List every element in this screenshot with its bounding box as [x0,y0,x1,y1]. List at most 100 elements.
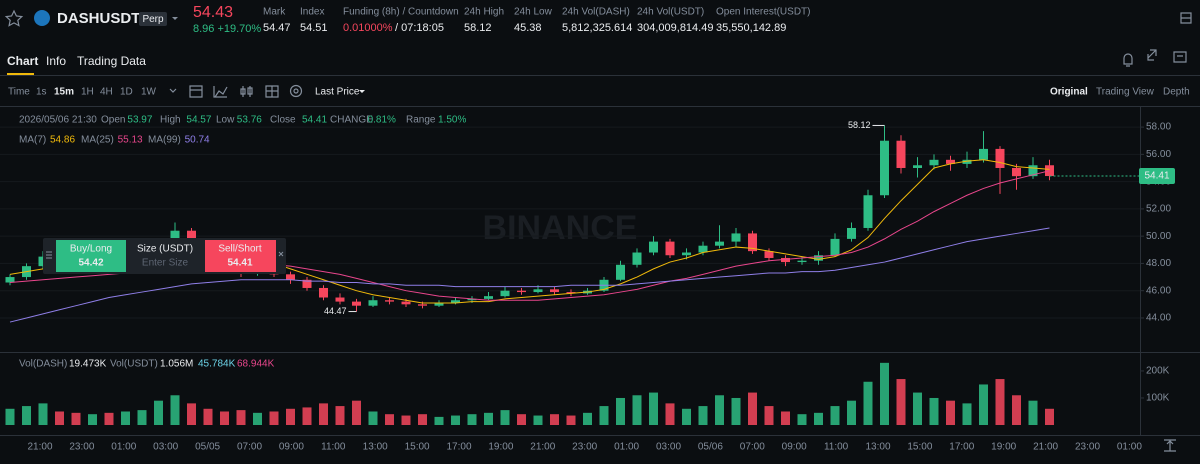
tab[interactable]: Chart [7,54,38,68]
volume-bar [451,415,460,425]
volume-bar [418,414,427,425]
expand-icon[interactable] [1147,49,1157,61]
stat-value: 54.51 [300,22,328,34]
candle-body [566,292,576,294]
price-type-dropdown[interactable] [359,90,365,93]
volume-legend-label: Vol(USDT) [110,359,158,370]
close-widget[interactable] [278,251,284,257]
volume-bar [946,400,955,425]
x-tick-label: 21:00 [27,442,52,453]
coin-logo [34,10,50,26]
settings-icon-dot [293,88,299,94]
interval-dropdown[interactable] [169,88,177,93]
price-type[interactable]: Last Price [315,87,360,98]
ohlc-value: 1.50% [438,115,466,126]
volume-tick-label: 100K [1146,393,1170,404]
candle-body [467,298,477,301]
volume-bar [302,407,312,425]
candle-icon[interactable] [240,86,253,97]
volume-bar [649,392,658,425]
drag-handle[interactable] [46,251,52,259]
view-option[interactable]: Original [1050,87,1088,98]
ohlc-label: Open [101,115,125,126]
stat-value: 58.12 [464,22,492,34]
x-tick-label: 07:00 [740,442,765,453]
volume-bar [137,410,147,425]
candle-body [302,279,312,288]
volume-bar [616,397,625,425]
favorite-icon[interactable] [4,9,24,27]
volume-bar [1012,395,1021,425]
high-marker: 58.12 [848,120,871,130]
ohlc-value: 0.81% [368,115,396,126]
indicator-icon[interactable] [213,86,228,98]
volume-bar [121,411,130,425]
tab[interactable]: Trading Data [77,54,146,68]
scale-icon[interactable] [1164,439,1176,452]
badge: Perp [142,14,164,25]
screenshot-icon[interactable] [1173,51,1187,63]
volume-legend-value: 45.784K [198,359,236,370]
interval[interactable]: Time [8,87,30,98]
watermark: BINANCE [483,209,638,247]
candle-body [830,238,840,256]
candle-body [896,140,906,168]
candle-body [665,241,675,256]
candle-body [533,289,543,293]
sell-price[interactable]: 54.41 [227,258,252,269]
volume-bar [500,410,510,425]
volume-bar [1045,408,1054,425]
interval[interactable]: 1s [36,87,47,98]
dropdown-icon[interactable] [172,17,178,20]
size-label: Size (USDT) [137,244,193,255]
view-option[interactable]: Depth [1163,87,1190,98]
volume-bar [847,400,856,425]
volume-bar [38,403,48,425]
x-tick-label: 17:00 [949,442,974,453]
volume-bar [368,411,378,425]
y-tick-label: 44.00 [1146,313,1171,324]
volume-tick-label: 200K [1146,366,1170,377]
sell-button[interactable] [205,240,276,272]
settings-icon[interactable] [289,84,303,98]
interval[interactable]: 1D [120,87,133,98]
x-tick-label: 03:00 [656,442,681,453]
alert-icon[interactable] [1123,53,1133,67]
interval[interactable]: 1W [141,87,157,98]
symbol[interactable]: DASHUSDT [57,10,140,27]
interval[interactable]: 4H [100,87,113,98]
ma-legend-label: MA(99) [148,135,181,146]
interval[interactable]: 1H [81,87,94,98]
layout-icon[interactable] [1180,12,1192,24]
tab[interactable]: Info [46,54,66,68]
interval[interactable]: 15m [54,87,74,98]
change: 8.96 +19.70% [193,23,261,35]
calendar-icon[interactable] [189,85,203,98]
buy-price[interactable]: 54.42 [78,258,103,269]
ma-legend-value: 54.86 [50,135,75,146]
candle-body [1012,167,1021,177]
view-option[interactable]: Trading View [1096,87,1155,98]
candle-body [731,233,741,242]
candle-body [781,257,790,263]
volume-bar [220,411,229,425]
x-tick-label: 01:00 [111,442,136,453]
volume-bar [863,381,873,425]
buy-button[interactable] [56,240,126,272]
buy-label[interactable]: Buy/Long [70,244,112,255]
volume-bar [748,392,757,425]
order-widget: Buy/Long 54.42 Size (USDT) Enter Size Se… [43,238,286,274]
sell-label[interactable]: Sell/Short [218,244,262,255]
volume-bar [236,410,246,425]
size-input[interactable]: Enter Size [142,258,189,269]
volume-bar [335,406,345,425]
volume-bar [319,403,328,425]
x-tick-label: 23:00 [572,442,597,453]
volume-bar [781,411,790,425]
ohlc-label: High [160,115,181,126]
x-tick-label: 01:00 [1117,442,1142,453]
volume-bar [253,412,262,425]
volume-bar [979,384,988,425]
grid-icon[interactable] [265,85,279,98]
